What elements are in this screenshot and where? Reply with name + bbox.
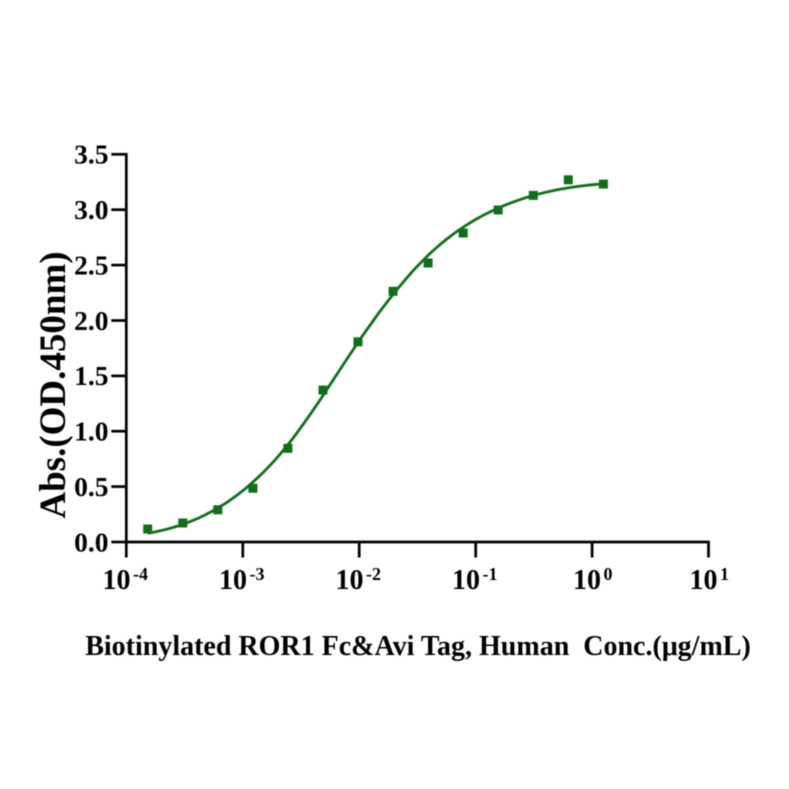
svg-text:1.5: 1.5: [74, 360, 108, 391]
svg-text:2.5: 2.5: [74, 249, 108, 280]
svg-text:3.0: 3.0: [74, 194, 108, 225]
svg-text:Biotinylated ROR1 Fc&Avi Tag,: Biotinylated ROR1 Fc&Avi Tag, Human Conc…: [85, 631, 751, 662]
svg-text:Abs.(OD.450nm): Abs.(OD.450nm): [33, 251, 74, 518]
svg-text:0.5: 0.5: [74, 471, 108, 502]
svg-text:1.0: 1.0: [74, 416, 108, 447]
svg-text:3.5: 3.5: [74, 139, 108, 170]
svg-text:2.0: 2.0: [74, 305, 108, 336]
svg-text:0.0: 0.0: [74, 526, 108, 557]
